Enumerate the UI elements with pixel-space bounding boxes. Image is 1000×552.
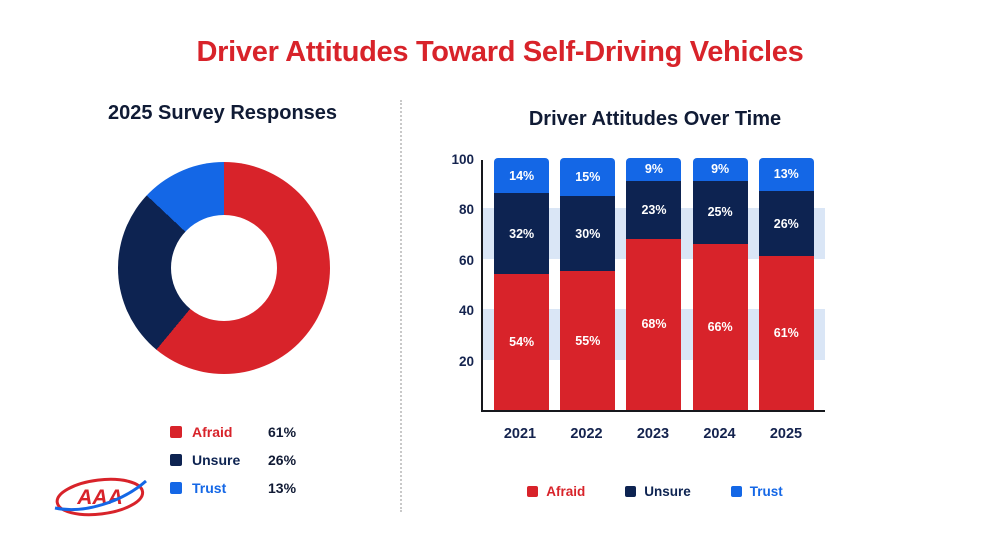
- bar-value-label: 66%: [707, 319, 733, 334]
- bar-value-label: 30%: [575, 226, 601, 241]
- bar-value-label: 61%: [773, 326, 799, 341]
- x-tick-label: 2021: [503, 426, 537, 442]
- panel-divider: [400, 100, 402, 512]
- bar-value-label: 13%: [773, 167, 799, 182]
- page-title: Driver Attitudes Toward Self-Driving Veh…: [196, 36, 804, 68]
- bar-value-label: 15%: [575, 169, 601, 184]
- y-tick-label: 60: [458, 252, 474, 268]
- legend-swatch: [527, 486, 539, 497]
- logo-swoosh: [54, 479, 147, 512]
- bar-value-label: 54%: [509, 334, 535, 349]
- donut-chart: [118, 162, 330, 374]
- y-tick-label: 20: [458, 353, 474, 369]
- legend-value: 13%: [268, 480, 297, 496]
- legend-item-afraid: Afraid: [527, 484, 585, 499]
- legend-item-unsure: Unsure: [625, 484, 691, 499]
- bar-value-label: 55%: [575, 333, 601, 348]
- donut-legend-item-unsure: Unsure 26%: [170, 446, 296, 474]
- bar-2024: 66% 25% 9%: [692, 158, 748, 410]
- bar-2021: 54% 32% 14%: [494, 158, 550, 410]
- legend-swatch: [730, 486, 742, 497]
- bar-2022: 55% 30% 15%: [560, 158, 616, 410]
- bar-value-label: 23%: [641, 202, 667, 217]
- bar-segment-trust-2025: 13%: [758, 158, 814, 191]
- legend-label: Trust: [192, 480, 227, 496]
- bar-segment-afraid-2021: 54%: [494, 273, 550, 410]
- bars-row: 54% 32% 14% 55% 30% 15% 68% 23% 9% 66% 25% 9% 61% 26%…: [483, 158, 825, 410]
- bar-segment-unsure-2022: 30%: [560, 195, 616, 272]
- bar-heading: Driver Attitudes Over Time: [528, 108, 782, 130]
- legend-value: 61%: [268, 424, 297, 440]
- logo-oval: [55, 477, 145, 517]
- bar-segment-trust-2022: 15%: [560, 158, 616, 196]
- x-tick-label: 2022: [570, 426, 603, 442]
- donut-panel: 2025 Survey Responses Afraid 61% Unsure 26%…: [0, 100, 400, 540]
- bar-segment-unsure-2021: 32%: [494, 193, 550, 274]
- bar-value-label: 32%: [509, 226, 535, 241]
- y-tick-label: 100: [451, 152, 474, 167]
- bar-segment-unsure-2023: 23%: [626, 180, 682, 239]
- legend-value: 26%: [268, 452, 297, 468]
- bar-value-label: 68%: [641, 317, 667, 332]
- legend-swatch: [170, 454, 182, 466]
- legend-label: Unsure: [192, 452, 241, 468]
- bar-segment-trust-2024: 9%: [692, 158, 748, 181]
- bar-segment-afraid-2024: 66%: [692, 243, 748, 410]
- legend-swatch: [170, 426, 182, 438]
- bar-value-label: 26%: [773, 216, 799, 231]
- legend-item-trust: Trust: [730, 484, 783, 499]
- donut-legend-item-afraid: Afraid 61%: [170, 418, 296, 446]
- legend-label: Afraid: [192, 424, 233, 440]
- y-tick-label: 40: [458, 303, 474, 319]
- legend-swatch: [170, 482, 182, 494]
- bar-value-label: 14%: [509, 168, 535, 183]
- y-axis-labels: 20 40 60 80 100: [430, 152, 474, 412]
- x-tick-label: 2023: [636, 426, 670, 442]
- x-tick-label: 2025: [769, 426, 803, 442]
- legend-swatch: [625, 486, 637, 497]
- donut-legend-item-trust: Trust 13%: [170, 474, 296, 502]
- legend-label: Trust: [749, 484, 783, 499]
- bar-segment-trust-2023: 9%: [626, 158, 682, 181]
- bar-plot: 54% 32% 14% 55% 30% 15% 68% 23% 9% 66% 25% 9% 61% 26%…: [481, 158, 825, 412]
- y-tick-label: 80: [458, 202, 474, 218]
- bar-value-label: 9%: [644, 162, 663, 177]
- bar-segment-afraid-2023: 68%: [626, 238, 682, 410]
- bar-panel: Driver Attitudes Over Time 20 40 60 80 100 5…: [430, 100, 900, 540]
- bar-2025: 61% 26% 13%: [758, 158, 814, 410]
- bar-legend: Afraid Unsure Trust: [430, 484, 880, 499]
- donut-legend: Afraid 61% Unsure 26% Trust 13%: [170, 418, 296, 502]
- donut-heading: 2025 Survey Responses: [108, 102, 338, 124]
- bar-value-label: 9%: [711, 162, 730, 177]
- bar-segment-trust-2021: 14%: [494, 158, 550, 194]
- bar-segment-unsure-2025: 26%: [758, 190, 814, 257]
- legend-label: Unsure: [644, 484, 691, 499]
- bar-segment-afraid-2025: 61%: [758, 256, 814, 410]
- x-tick-label: 2024: [703, 426, 736, 442]
- bar-segment-afraid-2022: 55%: [560, 271, 616, 410]
- aaa-logo: AAA: [52, 472, 148, 529]
- bar-2023: 68% 23% 9%: [626, 158, 682, 410]
- legend-label: Afraid: [546, 484, 586, 499]
- bar-segment-unsure-2024: 25%: [692, 180, 748, 244]
- x-axis-labels: 2021 2022 2023 2024 2025: [481, 426, 825, 442]
- bar-value-label: 25%: [707, 205, 733, 220]
